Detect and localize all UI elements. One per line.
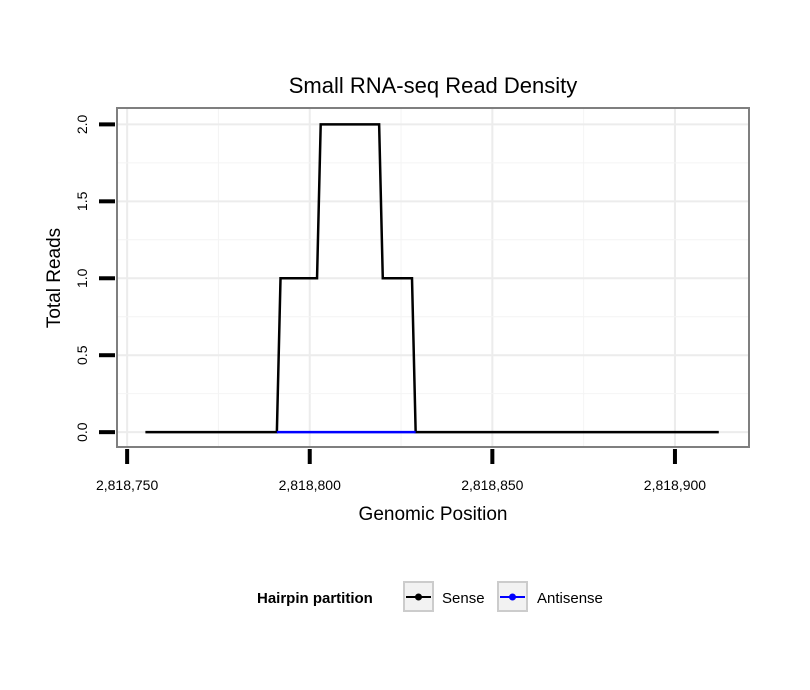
y-tick-label: 1.0 — [74, 268, 90, 288]
x-tick-label: 2,818,750 — [96, 477, 158, 493]
y-axis: 0.0 0.5 1.0 1.5 2.0 — [74, 114, 115, 442]
plot-panel-border — [116, 107, 750, 448]
legend-label-sense: Sense — [442, 590, 485, 607]
x-axis-title: Genomic Position — [359, 504, 508, 525]
legend-title: Hairpin partition — [257, 590, 373, 607]
series-line-sense — [145, 123, 719, 434]
y-tick-label: 0.5 — [74, 345, 90, 365]
y-tick-label: 1.5 — [74, 191, 90, 211]
x-tick-label: 2,818,900 — [644, 477, 706, 493]
legend-label-antisense: Antisense — [537, 590, 603, 607]
x-axis: 2,818,750 2,818,800 2,818,850 2,818,900 — [96, 449, 706, 493]
legend: Hairpin partition Sense Antisense — [257, 581, 603, 612]
y-tick-label: 0.0 — [74, 422, 90, 442]
legend-key-antisense-point — [509, 593, 516, 601]
series-layer — [145, 123, 719, 434]
legend-key-sense-point — [415, 593, 422, 601]
x-tick-label: 2,818,850 — [461, 477, 523, 493]
y-axis-title: Total Reads — [44, 228, 65, 328]
x-tick-label: 2,818,800 — [279, 477, 341, 493]
grid — [118, 109, 748, 446]
y-tick-label: 2.0 — [74, 114, 90, 134]
chart-title: Small RNA-seq Read Density — [289, 73, 578, 98]
